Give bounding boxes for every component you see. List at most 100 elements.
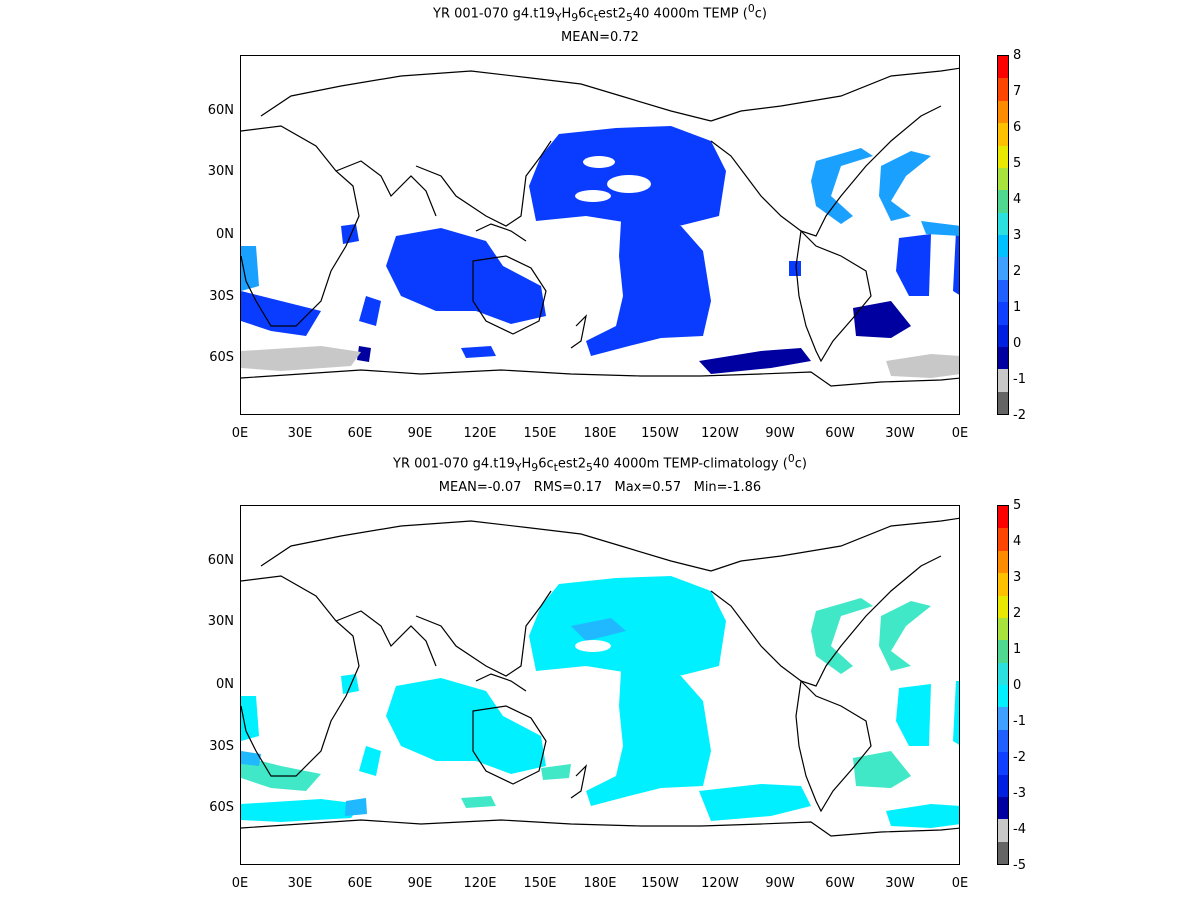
colorbar-label: -1 [1013,372,1026,387]
x-tick-label: 30W [885,426,915,441]
panel1-light-patches [241,148,959,291]
y-tick-label: 0N [216,227,234,242]
x-tick-label: 180E [583,426,617,441]
colorbar-label: 3 [1013,228,1022,243]
colorbar-segment [998,302,1008,325]
colorbar-label: -3 [1013,786,1026,801]
x-tick-label: 120E [463,876,497,891]
colorbar-segment [998,391,1008,414]
y-tick-label: 60N [207,553,234,568]
colorbar-label: 1 [1013,642,1022,657]
x-tick-label: 30E [287,876,313,891]
x-tick-label: 120W [701,876,739,891]
colorbar-segment [998,145,1008,168]
x-tick-label: 0E [231,426,249,441]
y-tick-label: 30S [209,739,234,754]
panel2-title: YR 001-070 g4.t19YH96ctest2540 4000m TEM… [393,452,807,474]
panel1-stats: MEAN=0.72 [561,30,639,45]
colorbar-label: -4 [1013,822,1026,837]
panel2-coastlines [241,517,959,837]
colorbar-segment [998,167,1008,191]
x-tick-label: 120W [701,426,739,441]
colorbar-segment [998,56,1008,79]
x-tick-label: 30E [287,426,313,441]
colorbar-label: 5 [1013,498,1022,513]
colorbar-segment [998,190,1008,213]
panel2-map [240,505,960,865]
colorbar-label: -2 [1013,750,1026,765]
colorbar-segment [998,707,1008,730]
panel2-stats: MEAN=-0.07 RMS=0.17 Max=0.57 Min=-1.86 [438,480,762,495]
colorbar-label: 6 [1013,120,1022,135]
y-tick-label: 30N [207,614,234,629]
colorbar-label: 4 [1013,534,1022,549]
colorbar-segment [998,235,1008,258]
colorbar-label: 7 [1013,84,1022,99]
panel1-holes [575,156,651,202]
colorbar-label: 0 [1013,678,1022,693]
x-tick-label: 60W [825,876,855,891]
x-tick-label: 0E [951,426,969,441]
colorbar-segment [998,257,1008,280]
x-tick-label: 180E [583,876,617,891]
panel1-map [240,55,960,415]
colorbar-label: 0 [1013,336,1022,351]
colorbar-segment [998,595,1008,618]
y-tick-label: 60S [209,350,234,365]
panel1-gray-patches [241,346,959,378]
x-tick-label: 90E [407,426,433,441]
x-tick-label: 150E [523,876,557,891]
colorbar-segment [998,78,1008,101]
y-tick-label: 60N [207,103,234,118]
colorbar-label: 2 [1013,606,1022,621]
panel2-colorbar [997,505,1009,865]
colorbar-segment [998,617,1008,641]
x-tick-label: 0E [951,876,969,891]
panel2-teal-patches [241,598,931,808]
panel1-dark-patches [357,301,911,374]
x-tick-label: 60E [347,876,373,891]
x-tick-label: 0E [231,876,249,891]
colorbar-label: 5 [1013,156,1022,171]
colorbar-segment [998,123,1008,146]
colorbar-label: -5 [1013,858,1026,873]
colorbar-segment [998,662,1008,685]
x-tick-label: 90W [765,876,795,891]
colorbar-label: 4 [1013,192,1022,207]
panel1-coastlines [241,67,959,387]
colorbar-segment [998,369,1008,392]
x-tick-label: 150W [641,426,679,441]
x-tick-label: 150E [523,426,557,441]
colorbar-segment [998,685,1008,708]
y-tick-label: 60S [209,800,234,815]
y-tick-label: 0N [216,677,234,692]
y-tick-label: 30S [209,289,234,304]
colorbar-label: 1 [1013,300,1022,315]
colorbar-segment [998,550,1008,574]
panel2-blue-patches [241,618,626,816]
x-tick-label: 60E [347,426,373,441]
colorbar-segment [998,346,1008,370]
colorbar-segment [998,100,1008,124]
panel1-title: YR 001-070 g4.t19YH96ctest2540 4000m TEM… [433,2,767,24]
colorbar-segment [998,841,1008,864]
x-tick-label: 60W [825,426,855,441]
colorbar-segment [998,506,1008,529]
colorbar-segment [998,640,1008,663]
x-tick-label: 120E [463,426,497,441]
x-tick-label: 90E [407,876,433,891]
colorbar-segment [998,796,1008,820]
x-tick-label: 90W [765,426,795,441]
y-tick-label: 30N [207,164,234,179]
colorbar-segment [998,752,1008,775]
panel1-colorbar [997,55,1009,415]
colorbar-label: 3 [1013,570,1022,585]
x-tick-label: 150W [641,876,679,891]
colorbar-segment [998,573,1008,596]
colorbar-label: -2 [1013,408,1026,423]
colorbar-label: 2 [1013,264,1022,279]
panel2-holes [575,640,611,652]
colorbar-segment [998,324,1008,347]
panel2-field [241,576,959,828]
colorbar-segment [998,729,1008,753]
